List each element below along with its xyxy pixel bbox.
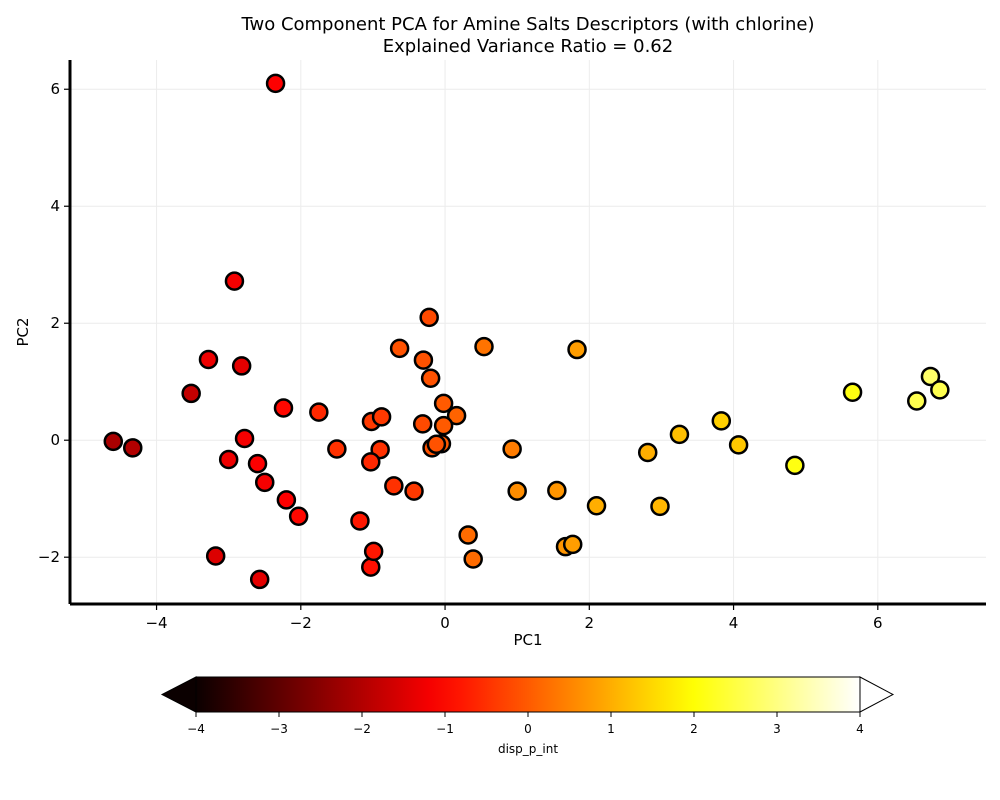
- scatter-point: [350, 511, 370, 531]
- colorbar-tick-label: 3: [773, 722, 781, 736]
- scatter-point: [502, 439, 522, 459]
- scatter-point: [224, 271, 245, 291]
- scatter-point: [907, 391, 927, 411]
- scatter-point: [413, 350, 434, 370]
- scatter-point: [234, 428, 255, 449]
- scatter-point: [637, 442, 658, 463]
- colorbar-tick-label: 2: [690, 722, 698, 736]
- scatter-point: [384, 476, 404, 496]
- scatter-point: [412, 414, 433, 434]
- y-tick-label: 6: [50, 80, 60, 98]
- colorbar-gradient: [196, 677, 860, 712]
- scatter-point: [122, 438, 143, 458]
- scatter-point: [273, 398, 294, 418]
- scatter-point: [247, 453, 268, 474]
- scatter-point: [446, 405, 467, 426]
- scatter-point: [474, 336, 494, 357]
- y-tick-label: 4: [50, 197, 60, 215]
- scatter-point: [930, 380, 950, 400]
- scatter-point: [231, 356, 252, 376]
- scatter-point: [254, 472, 275, 493]
- grid-lines: [70, 60, 986, 604]
- colorbar-extend-min: [160, 676, 197, 713]
- x-axis-label: PC1: [513, 631, 542, 649]
- colorbar-tick-label: −1: [436, 722, 454, 736]
- colorbar-tick-label: −2: [353, 722, 371, 736]
- scatter-point: [650, 496, 670, 517]
- scatter-point: [562, 534, 583, 555]
- scatter-point: [728, 435, 749, 455]
- scatter-point: [419, 307, 439, 328]
- x-tick-label: 6: [873, 614, 883, 632]
- scatter-point: [507, 481, 527, 501]
- plot-area: −4 −2 0 2 4 6 −2 0 2 4 6: [38, 60, 986, 632]
- colorbar-tick-label: −4: [187, 722, 205, 736]
- scatter-point: [433, 415, 454, 436]
- y-tick-label: 0: [50, 431, 60, 449]
- chart-title-line-1: Two Component PCA for Amine Salts Descri…: [240, 14, 814, 35]
- scatter-point: [103, 431, 124, 452]
- colorbar-tick-label: 4: [856, 722, 864, 736]
- scatter-point: [586, 495, 607, 516]
- colorbar-tick-label: 1: [607, 722, 615, 736]
- scatter-points: [103, 73, 950, 590]
- colorbar-tick-label: 0: [524, 722, 532, 736]
- x-tick-label: 0: [440, 614, 450, 632]
- colorbar-ticks: −4 −3 −2 −1 0 1 2 3 4: [187, 712, 864, 736]
- y-tick-label: −2: [38, 548, 60, 566]
- colorbar-extend-max: [859, 676, 895, 713]
- scatter-point: [361, 557, 381, 577]
- x-tick-label: −4: [145, 614, 167, 632]
- scatter-point: [711, 411, 732, 431]
- chart-title-line-2: Explained Variance Ratio = 0.62: [383, 36, 673, 57]
- scatter-point: [198, 349, 219, 370]
- scatter-point: [785, 455, 805, 476]
- colorbar: −4 −3 −2 −1 0 1 2 3 4 disp_p_int: [160, 676, 895, 756]
- scatter-point: [463, 549, 483, 569]
- y-axis-ticks: −2 0 2 4 6: [38, 80, 70, 566]
- scatter-point: [842, 382, 863, 402]
- scatter-point: [420, 368, 441, 388]
- scatter-point: [547, 480, 567, 501]
- scatter-point: [249, 569, 270, 590]
- scatter-point: [920, 366, 941, 387]
- colorbar-tick-label: −3: [270, 722, 288, 736]
- colorbar-label: disp_p_int: [498, 742, 558, 756]
- scatter-point: [458, 525, 478, 545]
- scatter-point: [567, 339, 587, 360]
- scatter-point: [426, 434, 447, 455]
- y-axis-label: PC2: [14, 317, 32, 346]
- scatter-point: [205, 546, 226, 566]
- scatter-point: [327, 439, 347, 459]
- scatter-point: [371, 407, 392, 427]
- scatter-point: [404, 481, 424, 501]
- x-tick-label: 4: [729, 614, 739, 632]
- scatter-point: [363, 541, 384, 562]
- scatter-point: [669, 424, 690, 445]
- y-tick-label: 2: [50, 314, 60, 332]
- scatter-point: [361, 452, 381, 472]
- x-tick-label: −2: [290, 614, 312, 632]
- x-axis-ticks: −4 −2 0 2 4 6: [145, 604, 883, 632]
- scatter-point: [433, 393, 454, 414]
- scatter-point: [276, 490, 297, 510]
- x-tick-label: 2: [585, 614, 595, 632]
- scatter-point: [389, 338, 410, 359]
- scatter-point: [218, 449, 239, 470]
- scatter-point: [309, 402, 329, 422]
- scatter-point: [288, 506, 309, 527]
- scatter-point: [181, 383, 201, 404]
- scatter-point: [265, 73, 286, 94]
